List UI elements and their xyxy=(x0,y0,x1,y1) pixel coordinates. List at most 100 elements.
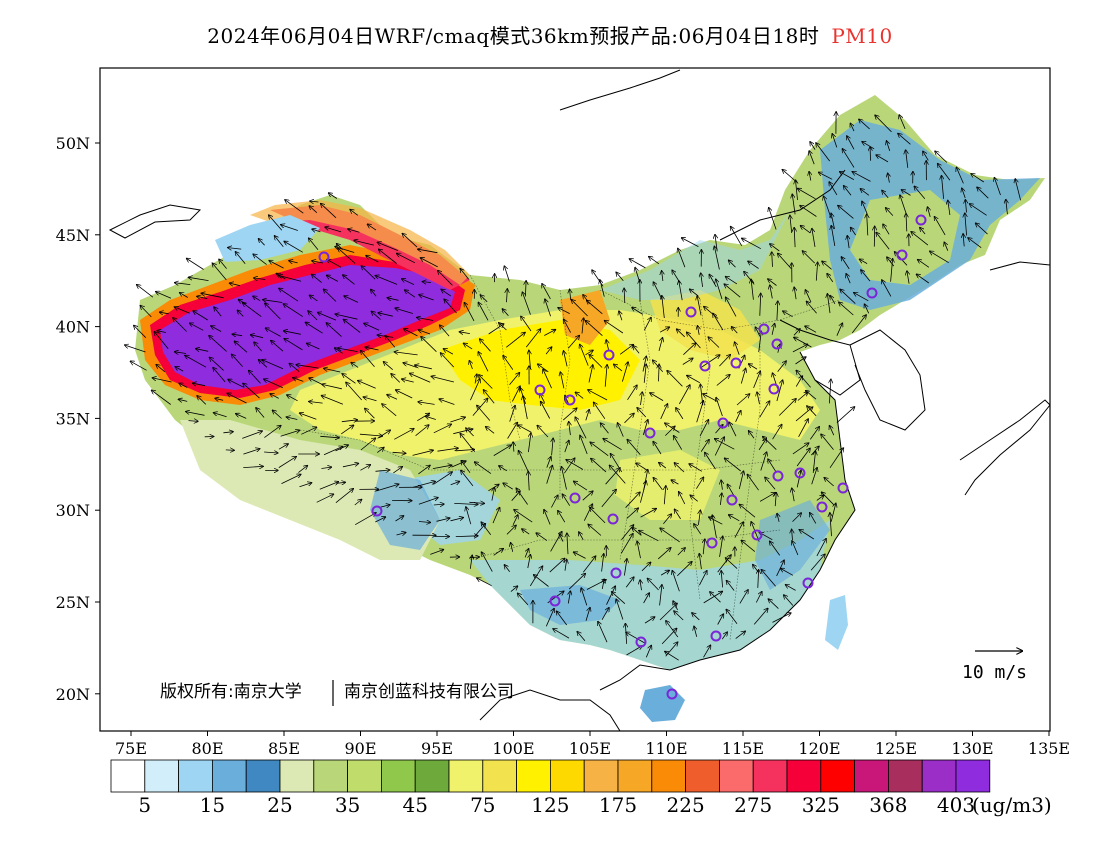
wind-arrow xyxy=(546,457,551,468)
wind-arrow xyxy=(742,238,761,250)
wind-arrow xyxy=(525,329,540,348)
dzungaria-orange-band xyxy=(250,200,470,285)
wind-arrow xyxy=(537,426,549,438)
station-marker xyxy=(768,383,780,395)
wind-arrow xyxy=(626,646,643,656)
legend-swatch xyxy=(380,759,416,793)
wind-arrow xyxy=(156,292,172,299)
wind-arrow xyxy=(514,510,533,523)
wind-arrow xyxy=(601,490,616,508)
wind-arrow xyxy=(677,548,685,556)
wind-arrow xyxy=(641,562,651,572)
wind-arrow xyxy=(588,365,593,383)
wind-arrow xyxy=(271,341,284,352)
wind-arrow xyxy=(678,249,686,268)
wind-arrow xyxy=(749,364,758,370)
legend-label: 25 xyxy=(267,793,292,817)
wind-arrow xyxy=(173,318,187,332)
wind-arrow xyxy=(541,402,551,419)
wind-arrow xyxy=(667,371,683,387)
wind-arrow xyxy=(692,613,700,621)
wind-arrow xyxy=(438,271,453,286)
wind-arrow xyxy=(971,174,985,183)
wind-arrow xyxy=(518,425,532,433)
wind-arrow xyxy=(898,134,911,145)
wind-arrow xyxy=(269,261,284,269)
wind-arrow xyxy=(469,502,484,503)
station-marker xyxy=(717,417,729,429)
legend-swatch xyxy=(347,759,382,793)
lon-tick-label: 130E xyxy=(951,739,993,758)
wind-arrow xyxy=(876,155,889,163)
station-marker xyxy=(794,467,806,479)
wind-arrow xyxy=(580,436,588,455)
lat-tick-label: 25N xyxy=(56,593,90,612)
wind-arrow xyxy=(185,356,207,368)
wind-arrow xyxy=(801,226,811,234)
boundary-line xyxy=(619,299,651,561)
wind-arrow xyxy=(690,495,698,502)
wind-arrow xyxy=(323,447,343,456)
wind-arrow xyxy=(232,354,243,367)
wind-arrow xyxy=(394,429,414,440)
wind-arrow xyxy=(616,272,624,282)
wind-arrow xyxy=(503,483,513,490)
wind-arrow xyxy=(558,308,570,314)
station-marker xyxy=(607,513,619,525)
wind-arrow xyxy=(589,355,603,368)
wind-arrow xyxy=(660,528,680,543)
wind-arrow xyxy=(175,352,187,354)
wind-arrow xyxy=(682,238,699,247)
wind-arrow xyxy=(902,190,911,196)
wind-arrow xyxy=(883,224,890,235)
legend-swatch xyxy=(583,759,619,793)
wind-arrow xyxy=(160,312,169,314)
wind-arrow xyxy=(441,289,452,297)
wind-arrow xyxy=(455,450,475,451)
legend-swatch xyxy=(786,759,822,793)
wind-arrow xyxy=(721,632,727,640)
wind-arrow xyxy=(715,439,735,450)
wind-arrow xyxy=(212,263,227,281)
wind-arrow xyxy=(293,378,304,382)
wind-arrow xyxy=(935,151,948,163)
wind-arrow xyxy=(875,115,892,133)
wind-arrow xyxy=(307,343,320,350)
wind-arrow xyxy=(775,493,776,507)
wind-arrow xyxy=(197,296,208,298)
wind-arrow xyxy=(415,365,432,370)
wind-arrow xyxy=(470,379,480,401)
wind-arrow xyxy=(433,472,452,485)
wind-arrow xyxy=(423,282,431,283)
wind-arrow xyxy=(640,580,642,591)
wind-arrow xyxy=(619,345,633,355)
wind-arrow xyxy=(478,303,489,321)
station-marker xyxy=(816,501,828,513)
wind-arrow xyxy=(799,530,815,540)
wind-arrow xyxy=(963,234,964,247)
wind-arrow xyxy=(402,379,414,383)
lon-tick-label: 90E xyxy=(344,739,376,758)
wind-arrow xyxy=(899,115,906,130)
wind-arrow xyxy=(366,256,379,263)
wind-arrow xyxy=(751,279,753,300)
wind-arrow xyxy=(562,494,571,506)
wind-arrow xyxy=(719,355,730,367)
wind-arrow xyxy=(405,290,416,298)
wind-arrow xyxy=(562,467,567,490)
wind-arrow xyxy=(180,293,189,298)
wind-arrow xyxy=(644,617,655,624)
station-marker xyxy=(666,688,678,700)
wind-arrow xyxy=(360,465,370,471)
wind-arrow xyxy=(735,411,741,422)
wind-arrow xyxy=(287,417,298,420)
wind-arrow xyxy=(397,254,416,264)
wind-arrow xyxy=(193,311,208,321)
wind-arrow xyxy=(605,321,624,334)
wind-arrow xyxy=(431,376,454,383)
wind-arrow xyxy=(506,525,516,535)
wind-arrow xyxy=(477,406,491,421)
wind-arrow xyxy=(721,571,722,588)
wind-arrow xyxy=(214,307,222,317)
legend-label: 35 xyxy=(335,793,360,817)
